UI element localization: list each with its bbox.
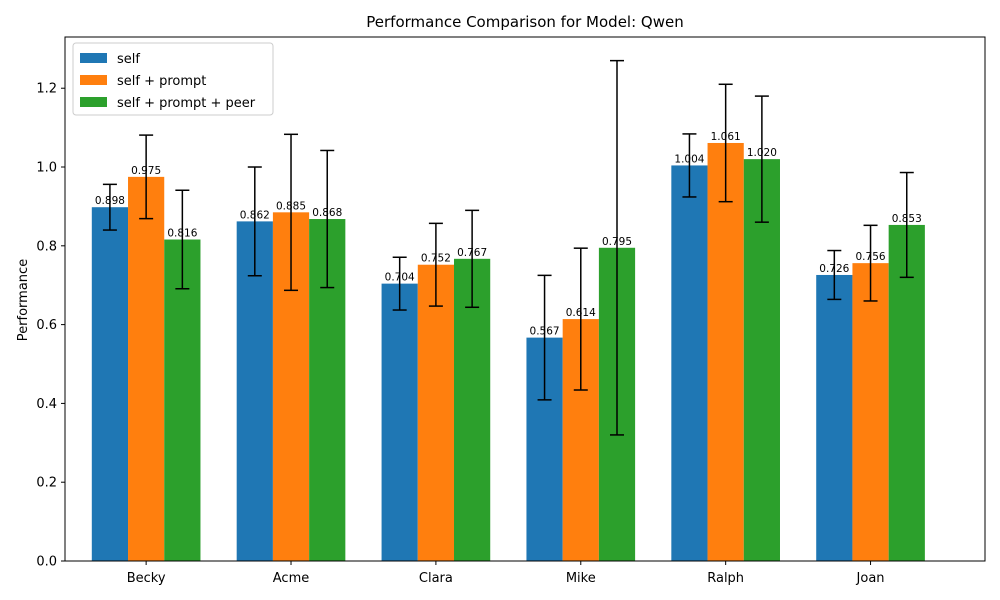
data-label: 0.767 (457, 247, 487, 259)
chart-title: Performance Comparison for Model: Qwen (366, 13, 683, 31)
legend-swatch (80, 75, 107, 85)
legend-label: self (117, 52, 140, 67)
data-label: 0.614 (566, 307, 596, 319)
data-label: 1.020 (747, 147, 777, 159)
x-tick-label: Mike (566, 571, 596, 586)
legend-label: self + prompt (117, 74, 206, 89)
data-label: 0.726 (819, 263, 849, 275)
data-label: 0.704 (385, 272, 415, 284)
data-label: 0.752 (421, 253, 451, 265)
data-label: 0.898 (95, 195, 125, 207)
data-label: 0.816 (167, 228, 197, 240)
y-tick-label: 1.0 (36, 161, 57, 176)
data-label: 0.885 (276, 200, 306, 212)
bar (91, 207, 129, 561)
x-tick-label: Clara (419, 571, 453, 586)
y-axis-label: Performance (16, 259, 31, 341)
legend-swatch (80, 53, 107, 63)
data-label: 0.756 (856, 251, 886, 263)
plot-frame (64, 36, 986, 562)
x-tick-label: Becky (127, 571, 166, 586)
bar (164, 239, 201, 561)
x-tick-label: Ralph (707, 571, 744, 586)
data-label: 0.795 (602, 236, 632, 248)
y-tick-label: 0.8 (36, 239, 57, 254)
legend-label: self + prompt + peer (117, 96, 256, 111)
legend-swatch (80, 97, 107, 107)
legend: self self + prompt self + prompt + peer (72, 42, 274, 116)
data-labels-layer: 0.898 0.975 0.816 0.862 0.885 0.868 0.704 0.752… (95, 131, 922, 338)
data-label: 0.853 (892, 213, 922, 225)
y-tick-label: 0.2 (36, 476, 57, 491)
bar (707, 142, 744, 562)
data-label: 1.004 (674, 153, 704, 165)
y-tick-label: 0.6 (36, 318, 57, 333)
bar (236, 221, 273, 562)
x-tick-label: Joan (856, 571, 885, 586)
data-label: 0.975 (131, 165, 161, 177)
y-tick-label: 0.0 (36, 555, 57, 570)
legend-box (72, 42, 274, 116)
bar (743, 159, 780, 561)
data-label: 0.862 (240, 209, 270, 221)
data-label: 1.061 (711, 131, 741, 143)
bar (454, 258, 491, 561)
data-label: 0.868 (312, 207, 342, 219)
bar (381, 283, 418, 561)
data-label: 0.567 (530, 326, 560, 338)
bar (417, 264, 455, 561)
y-tick-label: 0.4 (36, 397, 57, 412)
bars-layer (91, 142, 925, 562)
bar (128, 176, 165, 561)
y-tick-label: 1.2 (36, 82, 57, 97)
bar (852, 263, 889, 561)
bar (816, 274, 853, 561)
x-tick-label: Acme (273, 571, 309, 586)
error-bars-layer (102, 59, 914, 436)
bar (888, 224, 925, 561)
axes-layer: Becky Acme Clara Mike Ralph Joan 0.0 0.2 0.4 0.6 0… (36, 36, 986, 586)
bar (671, 165, 708, 562)
